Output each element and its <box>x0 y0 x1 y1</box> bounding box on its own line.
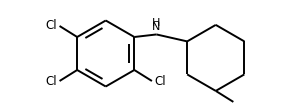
Text: H: H <box>152 18 161 28</box>
Text: N: N <box>152 22 160 32</box>
Text: Cl: Cl <box>155 75 166 88</box>
Text: Cl: Cl <box>45 75 57 88</box>
Text: Cl: Cl <box>45 19 57 32</box>
